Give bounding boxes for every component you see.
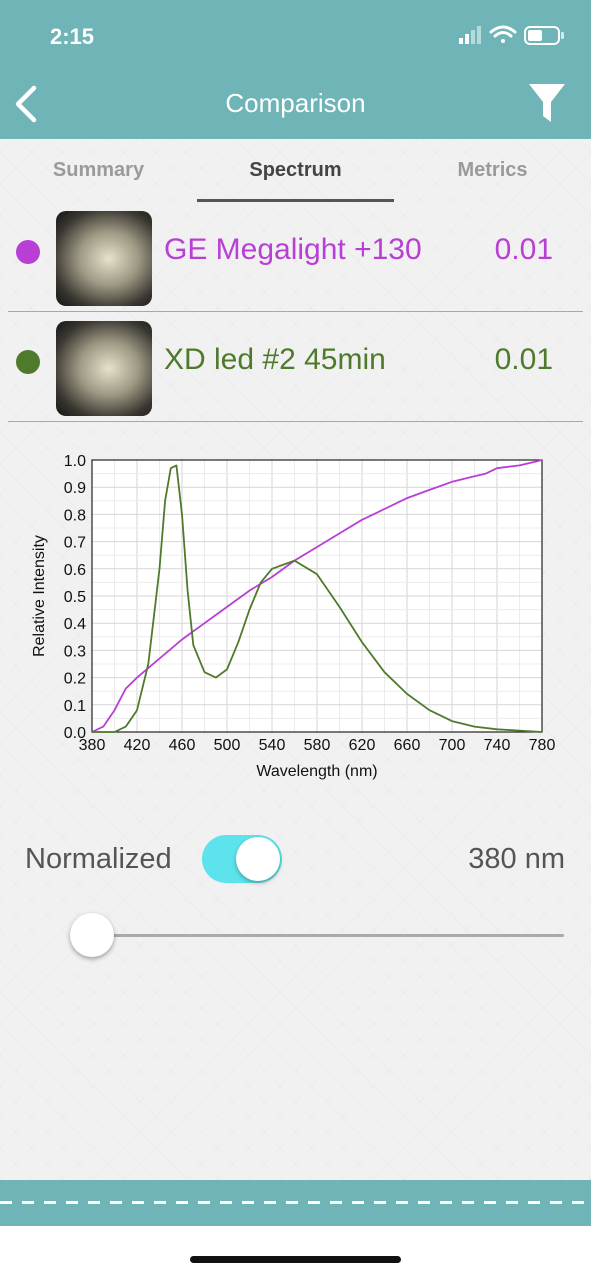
status-icons (459, 25, 564, 45)
toggle-knob[interactable] (236, 837, 280, 881)
tab-metrics[interactable]: Metrics (457, 159, 528, 181)
y-tick-label: 0.2 (64, 671, 86, 688)
tab-spectrum[interactable]: Spectrum (249, 159, 342, 181)
normalized-toggle[interactable] (202, 835, 282, 883)
signal-icon (459, 26, 481, 44)
spectrum-chart: 380 420 460 500 540 580 620 660 700 740 780 0.0 0.1 0… (31, 453, 556, 780)
series-line-ge-megalight (91, 459, 543, 733)
x-tick-label: 500 (214, 737, 241, 754)
wifi-icon (489, 25, 517, 43)
app-header: 2:15 Comparison (0, 0, 591, 139)
y-tick-label: 1.0 (64, 453, 86, 470)
tab-summary[interactable]: Summary (52, 159, 145, 181)
active-tab-indicator (197, 199, 394, 202)
series-color-dot (16, 350, 40, 374)
beam-thumbnail (56, 211, 152, 306)
list-item[interactable]: GE Megalight +130 0.01 (0, 203, 591, 313)
y-tick-label: 0.7 (64, 535, 86, 552)
list-item[interactable]: XD led #2 45min 0.01 (0, 313, 591, 423)
x-tick-label: 380 (79, 737, 106, 754)
battery-icon (524, 26, 564, 45)
home-area (0, 1226, 591, 1280)
series-color-dot (16, 240, 40, 264)
y-tick-label: 0.5 (64, 589, 86, 606)
item-value: 0.01 (494, 343, 553, 376)
chevron-left-icon[interactable] (10, 82, 46, 126)
wavelength-slider-track[interactable] (92, 934, 564, 937)
x-tick-label: 780 (529, 737, 556, 754)
x-axis-label: Wavelength (nm) (256, 763, 377, 780)
x-tick-label: 540 (259, 737, 286, 754)
footer-dashed-line (0, 1201, 591, 1204)
series-line-xd-led (92, 464, 543, 733)
x-tick-label: 620 (349, 737, 376, 754)
item-name: GE Megalight +130 (164, 233, 422, 266)
item-value: 0.01 (494, 233, 553, 266)
y-tick-label: 0.6 (64, 562, 86, 579)
wavelength-slider-knob[interactable] (70, 913, 114, 957)
filter-icon[interactable] (527, 82, 567, 124)
divider (8, 311, 583, 312)
x-tick-label: 580 (304, 737, 331, 754)
x-tick-label: 420 (124, 737, 151, 754)
page-title: Comparison (225, 88, 366, 118)
footer-bar (0, 1180, 591, 1226)
status-time: 2:15 (50, 24, 95, 49)
plot-frame (91, 459, 543, 733)
divider (8, 421, 583, 422)
tab-bar: Summary Spectrum Metrics (0, 139, 591, 203)
x-tick-label: 700 (439, 737, 466, 754)
y-tick-label: 0.0 (64, 725, 86, 742)
y-tick-label: 0.8 (64, 507, 86, 524)
x-tick-label: 460 (169, 737, 196, 754)
y-axis-label: Relative Intensity (31, 535, 48, 657)
item-name: XD led #2 45min (164, 343, 386, 376)
wavelength-value: 380 nm (468, 843, 565, 875)
y-tick-label: 0.9 (64, 480, 86, 497)
x-tick-label: 740 (484, 737, 511, 754)
y-tick-label: 0.4 (64, 616, 86, 633)
home-indicator[interactable] (190, 1256, 401, 1263)
x-tick-label: 660 (394, 737, 421, 754)
beam-thumbnail (56, 321, 152, 416)
y-tick-label: 0.1 (64, 698, 86, 715)
normalized-label: Normalized (25, 843, 172, 875)
y-tick-label: 0.3 (64, 643, 86, 660)
